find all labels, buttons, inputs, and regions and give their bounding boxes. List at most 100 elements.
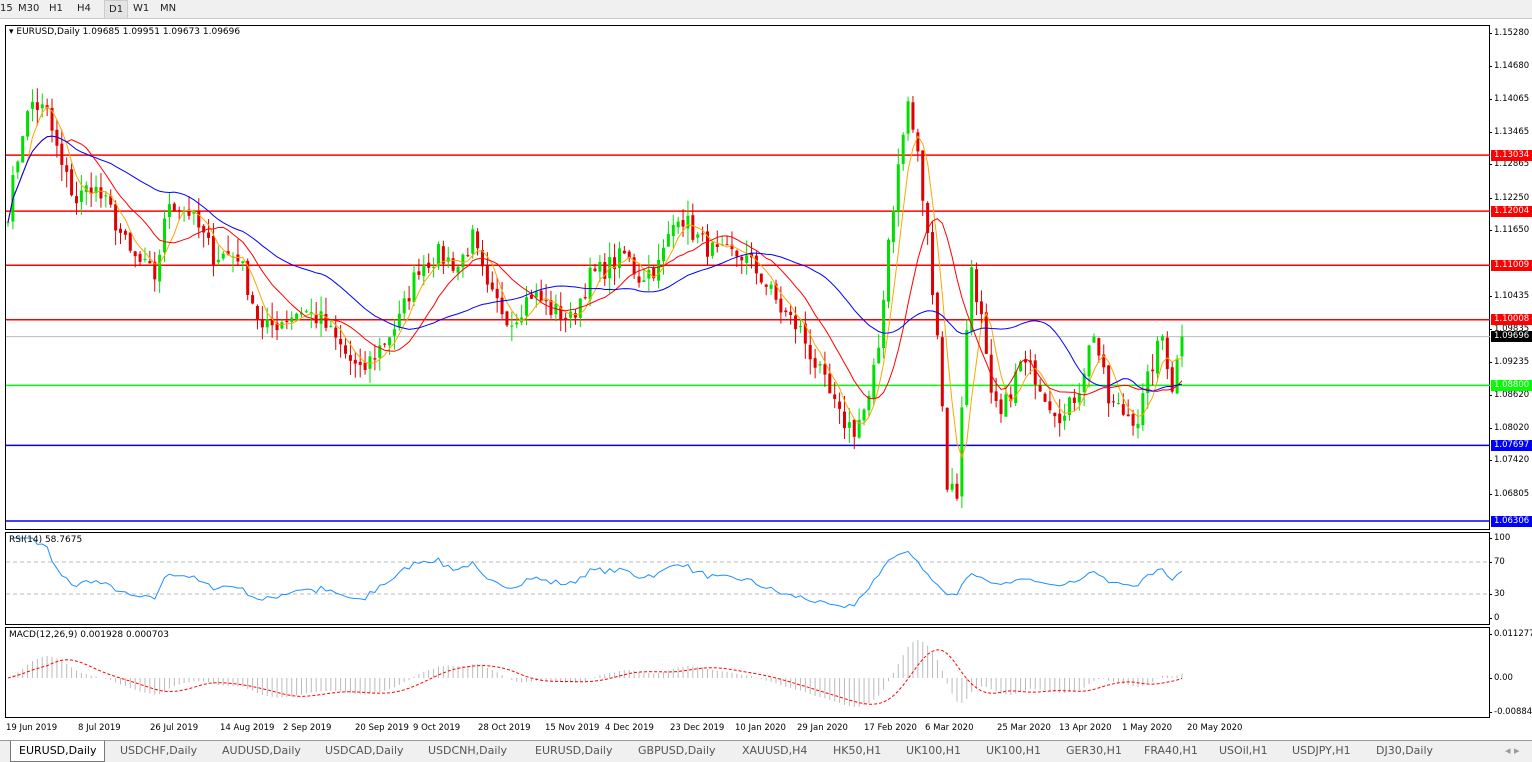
tab-fra40-h1[interactable]: FRA40,H1: [1144, 744, 1198, 757]
candle-body: [872, 364, 876, 399]
candle-body: [652, 267, 656, 279]
candle-body: [495, 288, 499, 299]
candle-body: [285, 320, 289, 323]
candle-body: [1126, 414, 1130, 417]
candle-body: [769, 284, 773, 289]
candle-body: [476, 231, 480, 249]
date-tick: 25 Mar 2020: [997, 723, 1051, 733]
date-tick: 4 Dec 2019: [605, 723, 654, 733]
candle-body: [529, 294, 533, 299]
candle-body: [432, 266, 436, 268]
moving-average-line: [7, 135, 1183, 400]
candle-body: [74, 196, 78, 204]
candle-body: [466, 255, 470, 257]
candle-body: [60, 143, 64, 165]
candle-body: [143, 258, 147, 260]
timeframe-MN[interactable]: MN: [160, 3, 177, 14]
date-tick: 1 May 2020: [1122, 723, 1173, 733]
candle-body: [55, 129, 59, 146]
tab-usoil-h1[interactable]: USOil,H1: [1219, 744, 1268, 757]
candle-body: [544, 300, 548, 302]
tab-usdcad-daily[interactable]: USDCAD,Daily: [325, 744, 404, 757]
price-tick: 1.12250: [1488, 192, 1530, 203]
candle-body: [573, 313, 577, 318]
candle-body: [89, 187, 93, 194]
candle-body: [295, 313, 299, 320]
candle-body: [246, 260, 250, 296]
candle-body: [1067, 397, 1071, 416]
tab-uk100-h1[interactable]: UK100,H1: [906, 744, 962, 757]
tab-hk50-h1[interactable]: HK50,H1: [833, 744, 882, 757]
candle-body: [138, 253, 142, 262]
date-tick: 23 Dec 2019: [670, 723, 725, 733]
tab-dj30-daily[interactable]: DJ30,Daily: [1376, 744, 1434, 757]
price-tick: 1.06805: [1488, 488, 1530, 499]
date-tick: 28 Oct 2019: [478, 723, 531, 733]
candle-body: [236, 254, 240, 262]
candle-body: [666, 233, 670, 247]
candle-body: [1170, 367, 1174, 392]
tab-ger30-h1[interactable]: GER30,H1: [1066, 744, 1122, 757]
candle-body: [471, 229, 475, 254]
candle-body: [505, 311, 509, 326]
tab-xauusd-h4[interactable]: XAUUSD,H4: [742, 744, 808, 757]
tab-usdchf-daily[interactable]: USDCHF,Daily: [120, 744, 198, 757]
candle-body: [221, 253, 225, 259]
timeframe-H1[interactable]: H1: [49, 3, 63, 14]
tab-eurusd-daily[interactable]: EURUSD,Daily: [535, 744, 613, 757]
candle-body: [422, 265, 426, 277]
candle-body: [1146, 371, 1150, 394]
candle-body: [510, 325, 514, 327]
tab-eurusd-daily[interactable]: EURUSD,Daily: [10, 741, 106, 762]
candle-body: [828, 373, 832, 394]
candle-body: [515, 322, 519, 325]
candle-body: [970, 267, 974, 331]
candle-body: [50, 107, 54, 131]
tab-gbpusd-daily[interactable]: GBPUSD,Daily: [638, 744, 716, 757]
candle-body: [710, 242, 714, 256]
candle-body: [931, 232, 935, 296]
tab-usdjpy-h1[interactable]: USDJPY,H1: [1292, 744, 1351, 757]
candle-body: [1107, 365, 1111, 404]
candle-body: [1082, 373, 1086, 393]
candle-body: [1156, 340, 1160, 374]
timeframe-D1[interactable]: D1: [104, 0, 129, 19]
candle-body: [632, 257, 636, 275]
chart-header: ▾ EURUSD,Daily 1.09685 1.09951 1.09673 1…: [9, 27, 240, 37]
collapse-triangle-icon[interactable]: ▾: [9, 27, 14, 37]
level-price-tag: 1.12004: [1491, 205, 1532, 217]
tab-scroll-arrows-icon[interactable]: ◂ ▸: [1505, 744, 1520, 757]
price-tick: 1.08620: [1488, 390, 1530, 401]
tab-uk100-h1[interactable]: UK100,H1: [986, 744, 1042, 757]
date-tick: 19 Jun 2019: [6, 723, 58, 733]
candle-body: [251, 295, 255, 304]
price-tick: 1.11650: [1488, 225, 1530, 236]
candle-body: [417, 271, 421, 275]
timeframe-M30[interactable]: M30: [18, 3, 40, 14]
ohlc-readout: EURUSD,Daily 1.09685 1.09951 1.09673 1.0…: [16, 27, 241, 37]
candle-body: [490, 282, 494, 290]
candle-body: [30, 101, 34, 109]
candle-body: [975, 269, 979, 303]
moving-average-line: [7, 135, 1183, 392]
tab-usdcnh-daily[interactable]: USDCNH,Daily: [428, 744, 508, 757]
current-price-tag: 1.09696: [1491, 331, 1532, 343]
macd-panel[interactable]: [5, 627, 1490, 718]
candle-body: [794, 315, 798, 330]
timeframe-W1[interactable]: W1: [133, 3, 150, 14]
timeframe-15[interactable]: 15: [0, 3, 13, 14]
candle-body: [955, 483, 959, 499]
timeframe-H4[interactable]: H4: [77, 3, 91, 14]
price-tick: 1.14680: [1488, 60, 1530, 71]
tab-audusd-daily[interactable]: AUDUSD,Daily: [222, 744, 301, 757]
macd-tick: 0.011277: [1489, 629, 1532, 639]
candle-body: [348, 355, 352, 361]
candle-body: [877, 347, 881, 364]
candle-body: [358, 361, 362, 365]
candle-body: [1077, 393, 1081, 403]
candle-body: [583, 297, 587, 299]
candle-body: [882, 299, 886, 349]
candle-body: [798, 326, 802, 328]
candle-body: [867, 395, 871, 411]
candle-body: [1097, 338, 1101, 356]
